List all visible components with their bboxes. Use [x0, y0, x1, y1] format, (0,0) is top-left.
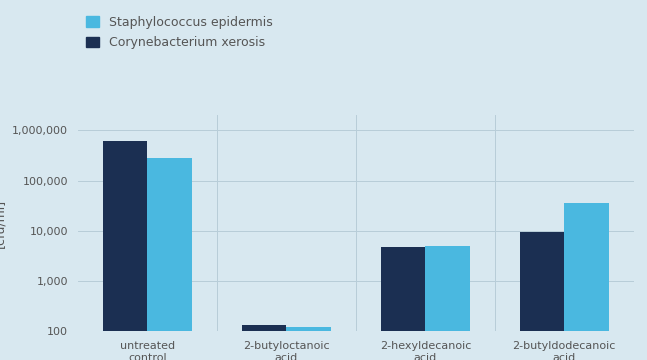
Bar — [564, 203, 609, 360]
Bar — [103, 141, 148, 360]
Bar — [242, 325, 287, 360]
Bar — [425, 246, 470, 360]
Bar — [520, 232, 564, 360]
Bar — [287, 327, 331, 360]
Bar — [148, 158, 192, 360]
Y-axis label: [cfu/ml]: [cfu/ml] — [0, 199, 6, 248]
Legend: Staphylococcus epidermis, Corynebacterium xerosis: Staphylococcus epidermis, Corynebacteriu… — [84, 13, 275, 52]
Bar — [381, 247, 425, 360]
